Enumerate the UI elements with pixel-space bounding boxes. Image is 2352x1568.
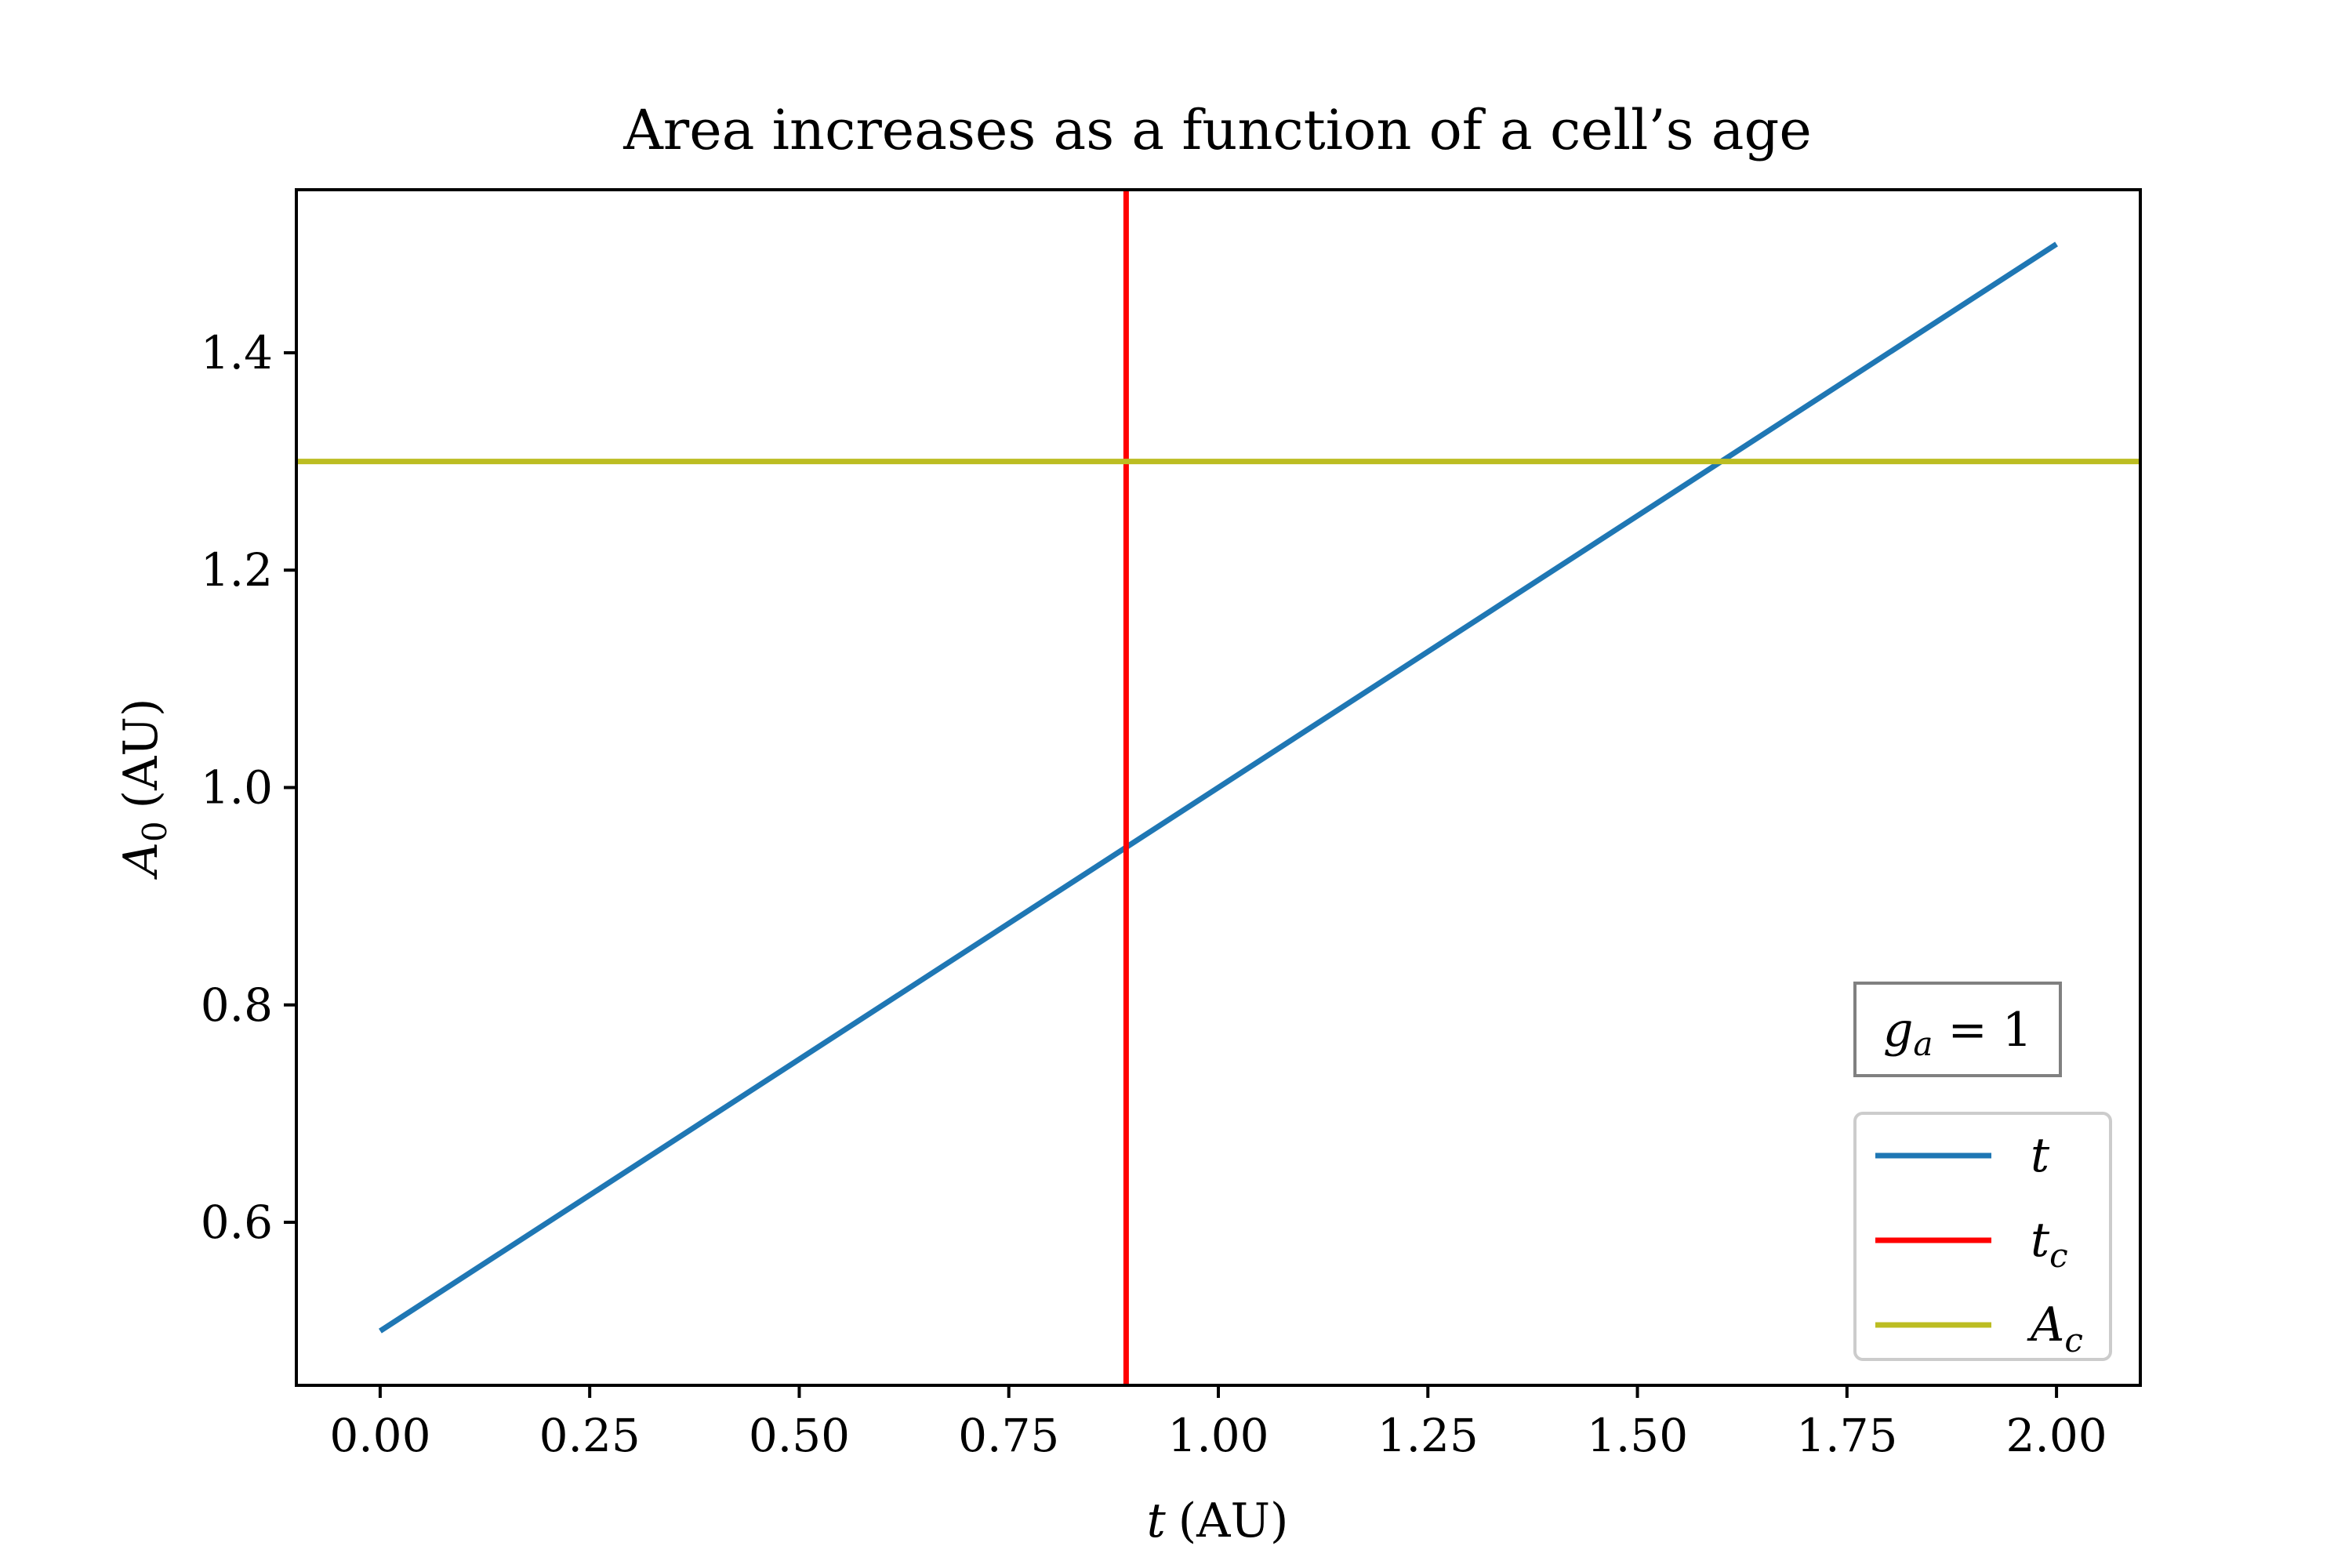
legend-entry-t: t — [1875, 1128, 2050, 1183]
x-axis: 0.00 0.25 0.50 0.75 1.00 1.25 1.50 1.75 2.00 — [329, 1385, 2107, 1462]
legend-entry-t-c-label-base: t — [2031, 1213, 2050, 1268]
x-tick-label: 0.25 — [539, 1409, 641, 1462]
chart-title: Area increases as a function of a cell’s… — [622, 98, 1812, 162]
annotation-frame — [1853, 982, 2062, 1077]
annotation-sub: a — [1913, 1025, 1933, 1063]
x-tick-label: 1.00 — [1167, 1409, 1269, 1462]
y-tick-label: 0.8 — [201, 978, 273, 1032]
y-tick-label: 0.6 — [201, 1196, 273, 1249]
x-axis-label-var: t — [1147, 1494, 1167, 1548]
legend-entry-A-c-label-base: A — [2027, 1298, 2064, 1352]
y-axis-label-unit: (AU) — [114, 699, 169, 809]
x-tick-label: 1.75 — [1796, 1409, 1897, 1462]
legend-entry-A-c-label-sub: c — [2064, 1321, 2083, 1359]
x-tick-label: 2.00 — [2006, 1409, 2107, 1462]
plot-area — [296, 190, 2140, 1385]
x-tick-label: 1.25 — [1377, 1409, 1479, 1462]
legend-entry-t-c-label: tc — [2031, 1213, 2068, 1275]
legend-entry-t-c-label-sub: c — [2049, 1236, 2068, 1275]
annotation-var: g — [1883, 1003, 1913, 1058]
y-tick-label: 1.2 — [201, 543, 273, 597]
legend-entry-t-label-base: t — [2031, 1128, 2050, 1183]
legend-entry-A-c-label: Ac — [2027, 1298, 2083, 1359]
y-tick-label: 1.4 — [201, 326, 273, 379]
y-axis-label-var: A — [114, 842, 169, 880]
y-axis-label: A0 (AU) — [114, 699, 174, 880]
x-axis-label-unit: (AU) — [1178, 1494, 1289, 1548]
series-t-line — [379, 241, 2058, 1334]
legend-entry-t-c: tc — [1875, 1213, 2068, 1275]
y-axis-label-sub: 0 — [136, 821, 174, 842]
legend-entry-A-c: Ac — [1875, 1298, 2083, 1359]
y-axis: 0.6 0.8 1.0 1.2 1.4 — [201, 326, 296, 1249]
x-tick-label: 1.50 — [1587, 1409, 1688, 1462]
y-tick-label: 1.0 — [201, 761, 273, 815]
x-axis-label: t (AU) — [1147, 1494, 1289, 1548]
legend-entry-t-label: t — [2031, 1128, 2050, 1183]
x-tick-label: 0.50 — [749, 1409, 850, 1462]
legend-frame — [1853, 1112, 2112, 1361]
annotation-value: = 1 — [1933, 1003, 2032, 1058]
annotation-text: ga = 1 — [1883, 1003, 2032, 1063]
x-tick-label: 0.75 — [958, 1409, 1059, 1462]
annotation-box: ga = 1 — [1853, 982, 2062, 1077]
x-tick-label: 0.00 — [329, 1409, 430, 1462]
